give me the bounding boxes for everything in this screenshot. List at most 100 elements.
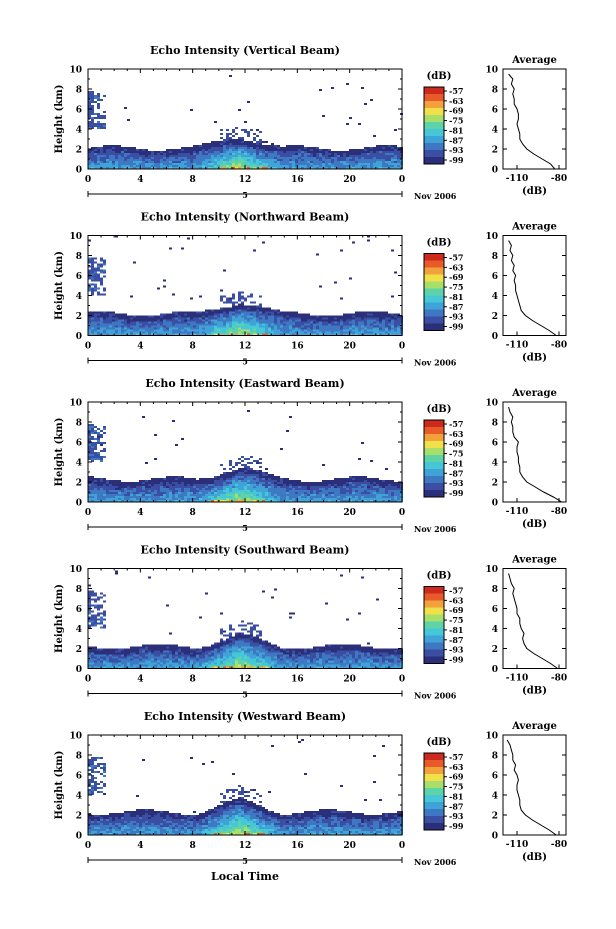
heatmap-cell (145, 329, 148, 332)
heatmap-cell (283, 161, 286, 163)
heatmap-cell (157, 486, 160, 488)
heatmap-cell (307, 153, 310, 155)
heatmap-cell (103, 321, 106, 324)
heatmap-cell (103, 165, 106, 167)
heatmap-cell (178, 323, 181, 326)
heatmap-cell (328, 167, 331, 169)
heatmap-cell (271, 490, 274, 492)
heatmap-cell (91, 95, 94, 97)
heatmap-cell (118, 650, 121, 653)
heatmap-cell (130, 658, 133, 661)
heatmap-cell (223, 490, 226, 492)
heatmap-cell (112, 488, 115, 490)
heatmap-cell (349, 476, 352, 478)
heatmap-cell (193, 161, 196, 163)
heatmap-cell (280, 149, 283, 151)
heatmap-cell (88, 275, 91, 278)
heatmap-cell (361, 313, 364, 316)
heatmap-cell (175, 482, 178, 484)
heatmap-cell (262, 157, 265, 159)
heatmap-cell (220, 480, 223, 482)
heatmap-cell (247, 470, 250, 472)
heatmap-cell (352, 167, 355, 169)
heatmap-cell (349, 167, 352, 169)
heatmap-cell (199, 480, 202, 482)
heatmap-cell (232, 155, 235, 157)
heatmap-cell (355, 161, 358, 163)
heatmap-cell (391, 484, 394, 486)
heatmap-cell (232, 307, 235, 310)
heatmap-cell (109, 654, 112, 657)
heatmap-cell (127, 488, 130, 490)
heatmap-cell (253, 163, 256, 165)
heatmap-cell (379, 492, 382, 494)
heatmap-cell (244, 149, 247, 151)
heatmap-cell (301, 165, 304, 167)
heatmap-cell (97, 608, 100, 611)
heatmap-cell (382, 149, 385, 151)
heatmap-cell (94, 325, 97, 328)
heatmap-cell (256, 157, 259, 159)
heatmap-cell (103, 624, 106, 627)
heatmap-cell (88, 620, 91, 623)
heatmap-cell (292, 167, 295, 169)
heatmap-cell (259, 476, 262, 478)
heatmap-cell (235, 321, 238, 324)
heatmap-cell (274, 309, 277, 312)
heatmap-cell (298, 323, 301, 326)
y-tick-label: 8 (76, 252, 82, 262)
heatmap-cell (160, 161, 163, 163)
heatmap-cell (226, 490, 229, 492)
heatmap-cell (121, 147, 124, 149)
heatmap-cell (226, 139, 229, 141)
heatmap-cell (88, 321, 91, 324)
heatmap-cell (238, 157, 241, 159)
heatmap-cell (112, 494, 115, 496)
heatmap-cell (211, 480, 214, 482)
heatmap-cell (238, 295, 241, 298)
heatmap-cell (235, 307, 238, 310)
heatmap-cell (163, 478, 166, 480)
heatmap-cell (229, 139, 232, 141)
heatmap-cell (232, 145, 235, 147)
heatmap-cell (397, 319, 400, 322)
heatmap-cell (139, 490, 142, 492)
heatmap-cell (187, 325, 190, 328)
heatmap-cell (394, 165, 397, 167)
heatmap-cell (202, 145, 205, 147)
heatmap-cell (220, 167, 223, 169)
heatmap-cell (235, 141, 238, 143)
heatmap-cell (397, 165, 400, 167)
heatmap-cell (88, 616, 91, 619)
heatmap-cell (385, 159, 388, 161)
heatmap-cell (148, 666, 151, 669)
heatmap-cell (238, 331, 241, 334)
heatmap-cell (184, 327, 187, 330)
heatmap-cell (106, 658, 109, 661)
heatmap-cell (229, 157, 232, 159)
heatmap-cell (226, 311, 229, 314)
heatmap-cell (382, 159, 385, 161)
heatmap-cell (97, 103, 100, 105)
heatmap-cell (91, 476, 94, 478)
heatmap-cell (373, 163, 376, 165)
heatmap-cell (292, 157, 295, 159)
heatmap-cell (115, 153, 118, 155)
heatmap-cell (331, 323, 334, 326)
heatmap-cell (364, 484, 367, 486)
heatmap-cell (352, 161, 355, 163)
heatmap-cell (91, 450, 94, 452)
heatmap-cell (94, 490, 97, 492)
heatmap-cell (190, 151, 193, 153)
heatmap-cell (322, 498, 325, 500)
heatmap-cell (259, 307, 262, 310)
heatmap-cell (388, 486, 391, 488)
heatmap-cell (229, 143, 232, 145)
heatmap-cell (316, 315, 319, 318)
heatmap-cell (238, 325, 241, 328)
heatmap-cell (244, 470, 247, 472)
heatmap-cell (328, 155, 331, 157)
heatmap-cell (163, 660, 166, 663)
heatmap-cell (391, 488, 394, 490)
heatmap-cell (289, 321, 292, 324)
